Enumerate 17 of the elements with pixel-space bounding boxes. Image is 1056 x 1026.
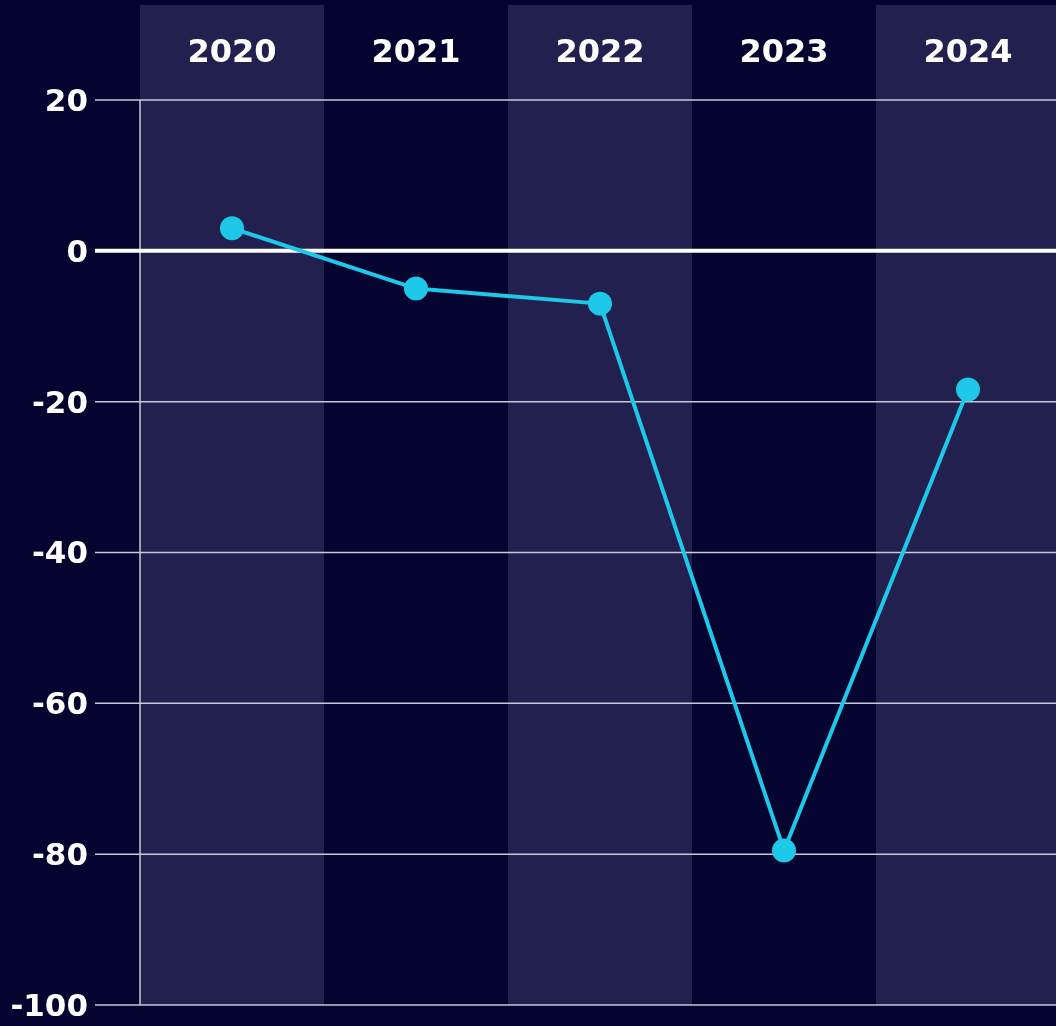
y-tick-label: -80 — [31, 836, 88, 873]
point — [772, 838, 796, 863]
point — [588, 291, 612, 316]
y-tick-label: -100 — [10, 986, 88, 1023]
x-tick-label: 2020 — [187, 32, 277, 70]
y-tick-label: 20 — [44, 81, 88, 118]
x-tick-label: 2021 — [371, 32, 461, 70]
x-tick-label: 2023 — [739, 32, 829, 70]
y-tick-label: -20 — [31, 383, 88, 420]
y-tick-label: -60 — [31, 685, 88, 722]
x-tick-label: 2022 — [555, 32, 645, 70]
x-tick-label: 2024 — [923, 32, 1013, 70]
point — [956, 377, 980, 402]
point — [220, 216, 244, 241]
point — [404, 276, 428, 301]
y-tick-label: 0 — [66, 232, 88, 269]
y-tick-label: -40 — [31, 534, 88, 571]
